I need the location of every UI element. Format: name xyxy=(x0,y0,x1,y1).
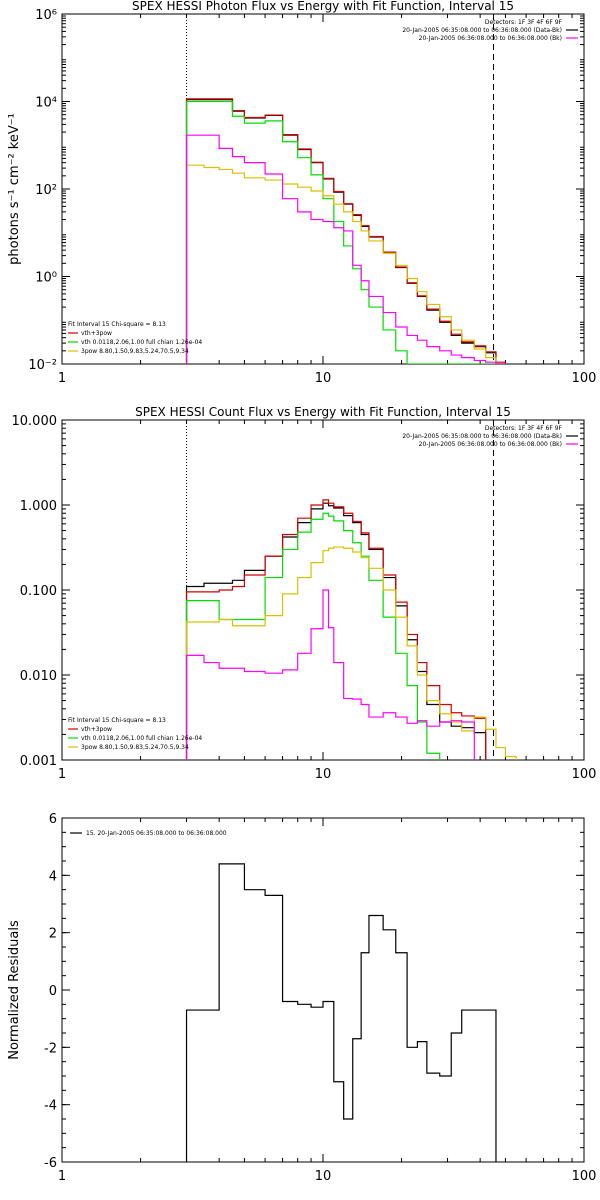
y-tick-label: 10² xyxy=(35,183,57,198)
y-tick-label: 0.001 xyxy=(20,754,57,769)
legend-right-text: 20-Jan-2005 06:35:08.000 to 06:36:08.000… xyxy=(402,27,562,34)
y-tick-label: 2 xyxy=(49,927,57,942)
x-tick-label: 100 xyxy=(572,767,597,782)
legend-left-text: 3pow 8.80,1.50,9.83,5.24,70.5,9.34 xyxy=(81,744,189,751)
x-tick-label: 1 xyxy=(58,371,66,386)
series-3pow xyxy=(185,546,517,760)
series-Bk xyxy=(185,134,506,364)
legend-left-text: Fit Interval 15 Chi-square = 8.13 xyxy=(68,717,166,724)
series-residuals xyxy=(185,863,497,1162)
y-tick-label: 10⁶ xyxy=(35,8,57,23)
legend-left-text: vth 0.0118,2.06,1.00 full chian 1.26e-04 xyxy=(81,339,202,346)
y-tick-label: 4 xyxy=(49,869,57,884)
series-Bk xyxy=(185,589,517,760)
legend-left-text: 15. 20-Jan-2005 06:35:08.000 to 06:36:08… xyxy=(86,830,227,837)
y-tick-label: 10.000 xyxy=(12,414,58,429)
x-tick-label: 100 xyxy=(572,371,597,386)
y-tick-label: -2 xyxy=(44,1041,57,1056)
x-tick-label: 1 xyxy=(58,1169,66,1184)
legend-right-text: 20-Jan-2005 06:36:08.000 to 06:36:08.000… xyxy=(419,35,562,42)
y-axis-label: photons s⁻¹ cm⁻² keV⁻¹ xyxy=(7,113,22,265)
chart-title: SPEX HESSI Photon Flux vs Energy with Fi… xyxy=(132,0,514,13)
series-group xyxy=(185,98,507,364)
y-tick-label: 0 xyxy=(49,984,57,999)
y-tick-label: -6 xyxy=(44,1156,57,1171)
plot-frame xyxy=(61,817,585,1163)
x-tick-label: 10 xyxy=(315,371,332,386)
series-group xyxy=(185,499,517,760)
x-tick-label: 100 xyxy=(572,1169,597,1184)
legend-left-text: vth 0.0118,2.06,1.00 full chian 1.26e-04 xyxy=(81,735,202,742)
y-tick-label: 6 xyxy=(49,812,57,827)
series-vth xyxy=(185,100,506,364)
legend-right-text: 20-Jan-2005 06:36:08.000 to 06:36:08.000… xyxy=(419,441,562,448)
chart-title: SPEX HESSI Count Flux vs Energy with Fit… xyxy=(135,405,511,419)
legend-left-text: vth+3pow xyxy=(81,330,112,337)
x-tick-label: 10 xyxy=(315,1169,332,1184)
legend-left-text: 3pow 8.80,1.50,9.83,5.24,70.5,9.34 xyxy=(81,348,189,355)
series-group xyxy=(185,863,497,1162)
y-tick-label: 0.010 xyxy=(20,669,57,684)
legend-right-text: 20-Jan-2005 06:35:08.000 to 06:36:08.000… xyxy=(402,433,562,440)
series-vth xyxy=(185,512,517,760)
legend-right-text: Detectors: 1F 3F 4F 6F 9F xyxy=(485,425,563,432)
y-tick-label: 10⁰ xyxy=(35,271,57,286)
y-tick-label: 10⁻² xyxy=(28,358,57,373)
y-tick-label: 1.000 xyxy=(20,499,57,514)
y-tick-label: -4 xyxy=(44,1099,57,1114)
x-tick-label: 1 xyxy=(58,767,66,782)
series-data xyxy=(185,502,517,760)
legend-right-text: Detectors: 1F 3F 4F 6F 9F xyxy=(485,19,563,26)
x-tick-label: 10 xyxy=(315,767,332,782)
y-tick-label: 10⁴ xyxy=(35,96,57,111)
series-vth+3pow xyxy=(185,499,517,760)
series-data xyxy=(185,99,506,364)
y-axis-label: Normalized Residuals xyxy=(7,920,22,1060)
legend-left-text: vth+3pow xyxy=(81,726,112,733)
series-3pow xyxy=(185,164,507,364)
legend-left-text: Fit Interval 15 Chi-square = 8.13 xyxy=(68,321,166,328)
y-tick-label: 0.100 xyxy=(20,584,57,599)
